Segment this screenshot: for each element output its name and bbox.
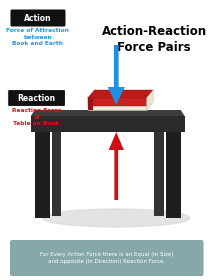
Text: Action-Reaction
Force Pairs: Action-Reaction Force Pairs	[102, 25, 207, 54]
FancyBboxPatch shape	[8, 90, 66, 106]
Text: Reaction Force
of
Table on Book: Reaction Force of Table on Book	[12, 108, 61, 126]
FancyBboxPatch shape	[10, 240, 204, 276]
Text: Action: Action	[24, 13, 51, 22]
Bar	[52, 132, 61, 216]
Text: For Every Action Force there is an Equal (in Size)
and opposite (in Direction) R: For Every Action Force there is an Equal…	[40, 252, 173, 264]
Bar	[88, 97, 94, 110]
Polygon shape	[31, 110, 184, 116]
FancyBboxPatch shape	[10, 10, 66, 27]
Bar	[35, 132, 50, 218]
Bar	[166, 132, 181, 218]
Bar	[88, 97, 147, 106]
Bar	[31, 116, 184, 132]
Text: Force of Attraction
between
Book and Earth: Force of Attraction between Book and Ear…	[6, 28, 69, 46]
Bar	[88, 105, 147, 110]
FancyArrow shape	[109, 132, 124, 200]
Bar	[154, 132, 164, 216]
Ellipse shape	[43, 209, 190, 227]
Polygon shape	[88, 90, 153, 98]
Text: Reaction: Reaction	[18, 94, 56, 102]
FancyArrow shape	[108, 45, 125, 105]
Polygon shape	[147, 90, 153, 110]
